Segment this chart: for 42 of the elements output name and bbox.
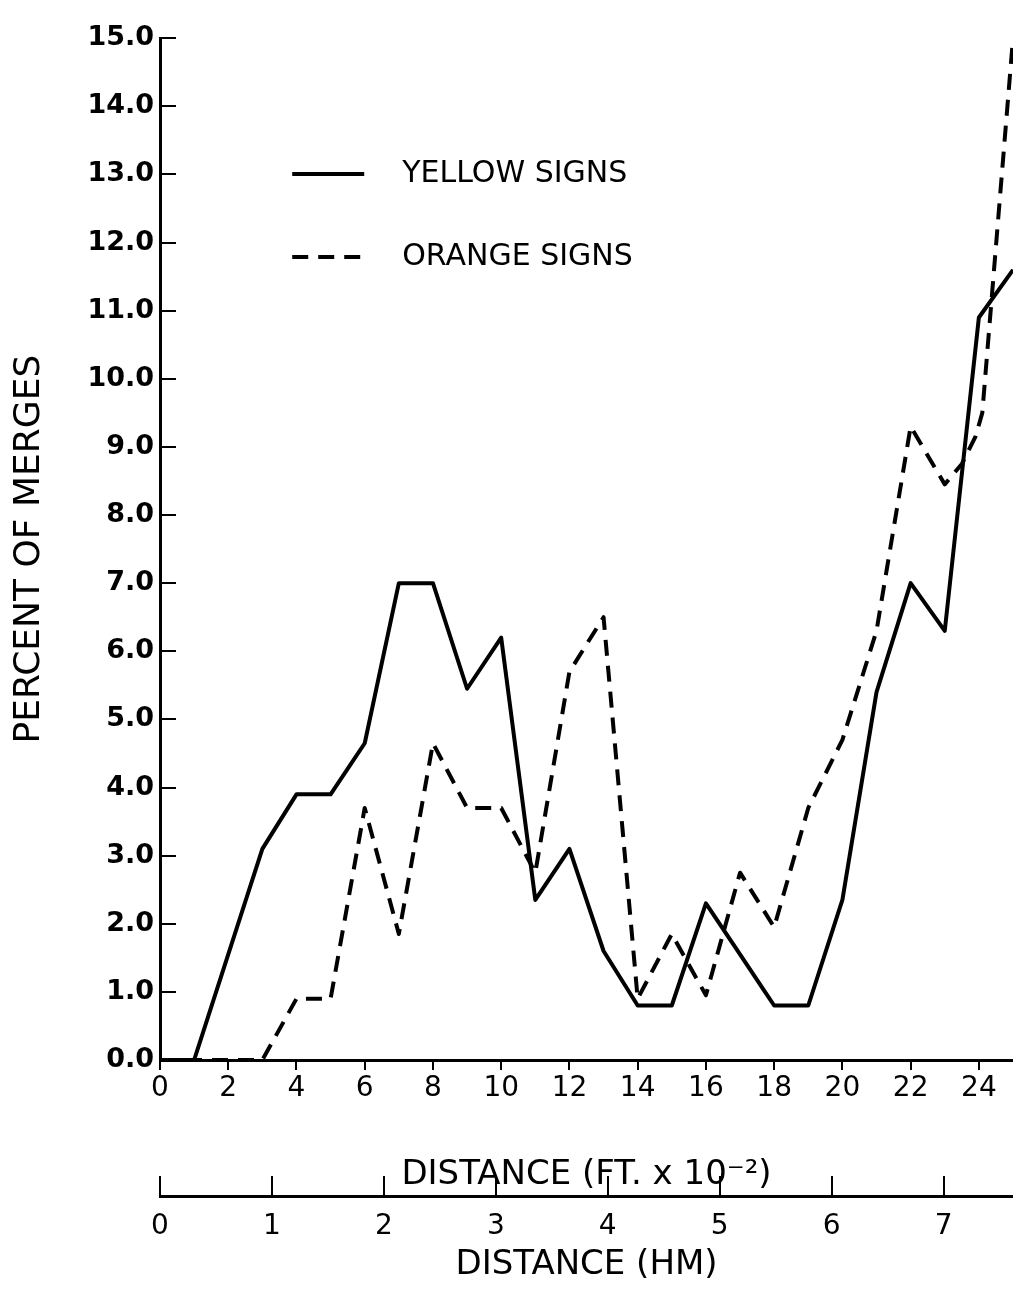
x-tick-label: 8 <box>424 1070 442 1104</box>
y-tick-label: 8.0 <box>106 497 154 529</box>
x-tick-label: 4 <box>287 1070 306 1104</box>
legend-label: YELLOW SIGNS <box>401 153 628 189</box>
x2-tick-label: 5 <box>710 1208 729 1242</box>
x2-tick-label: 3 <box>486 1208 505 1242</box>
x-tick-label: 14 <box>619 1070 656 1104</box>
y-tick-label: 11.0 <box>87 292 154 324</box>
x-tick-label: 2 <box>219 1070 238 1104</box>
legend-label: ORANGE SIGNS <box>402 236 633 272</box>
y-tick-label: 5.0 <box>106 701 154 733</box>
y-tick-label: 12.0 <box>87 224 154 256</box>
x-tick-label: 10 <box>483 1070 520 1104</box>
y-tick-label: 7.0 <box>106 565 154 597</box>
x2-axis-title: DISTANCE (HM) <box>455 1242 718 1283</box>
x-tick-label: 16 <box>688 1070 724 1104</box>
x2-tick-label: 2 <box>374 1208 393 1242</box>
x2-tick-label: 1 <box>263 1208 281 1242</box>
y-tick-label: 9.0 <box>106 428 154 460</box>
y-tick-label: 15.0 <box>87 20 154 52</box>
x-tick-label: 24 <box>961 1070 997 1104</box>
y-tick-label: 14.0 <box>87 88 154 120</box>
x-axis-title: DISTANCE (FT. x 10⁻²) <box>401 1152 772 1193</box>
x-tick-label: 0 <box>151 1070 169 1104</box>
x-tick-label: 18 <box>756 1070 792 1104</box>
y-tick-label: 6.0 <box>106 633 154 665</box>
y-axis-title: PERCENT OF MERGES <box>5 354 47 744</box>
x-tick-label: 6 <box>355 1070 374 1104</box>
x-tick-label: 22 <box>892 1070 929 1104</box>
x-tick-label: 12 <box>551 1070 588 1104</box>
y-tick-label: 0.0 <box>106 1042 154 1074</box>
y-tick-label: 2.0 <box>106 905 154 937</box>
x2-tick-label: 7 <box>934 1208 953 1242</box>
y-tick-label: 10.0 <box>87 360 154 392</box>
x2-tick-label: 0 <box>151 1208 169 1242</box>
y-tick-label: 1.0 <box>106 973 154 1005</box>
x2-tick-label: 6 <box>822 1208 841 1242</box>
y-tick-label: 13.0 <box>87 156 154 188</box>
x-tick-label: 20 <box>824 1070 861 1104</box>
y-tick-label: 4.0 <box>106 769 154 801</box>
y-tick-label: 3.0 <box>106 837 154 869</box>
x2-tick-label: 4 <box>598 1208 617 1242</box>
